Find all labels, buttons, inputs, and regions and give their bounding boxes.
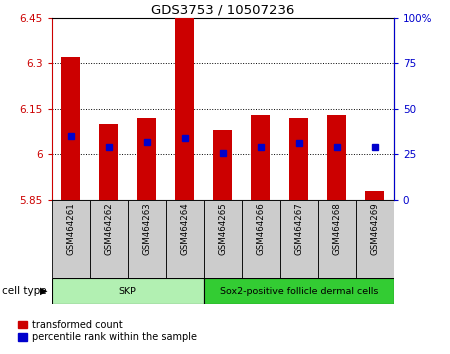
Bar xyxy=(52,200,90,278)
Text: cell type: cell type xyxy=(2,286,47,296)
Title: GDS3753 / 10507236: GDS3753 / 10507236 xyxy=(151,4,294,17)
Text: GSM464264: GSM464264 xyxy=(180,202,189,255)
Bar xyxy=(318,200,356,278)
Legend: transformed count, percentile rank within the sample: transformed count, percentile rank withi… xyxy=(18,320,197,342)
Bar xyxy=(280,200,318,278)
Text: GSM464266: GSM464266 xyxy=(256,202,265,255)
Bar xyxy=(61,57,80,200)
Bar xyxy=(289,118,308,200)
Bar xyxy=(137,118,156,200)
Bar xyxy=(242,200,280,278)
Text: GSM464261: GSM464261 xyxy=(66,202,75,255)
Bar xyxy=(52,278,204,304)
Text: GSM464265: GSM464265 xyxy=(218,202,227,255)
Text: GSM464262: GSM464262 xyxy=(104,202,113,255)
Bar xyxy=(213,130,232,200)
Bar xyxy=(356,200,394,278)
Bar xyxy=(175,15,194,200)
Bar xyxy=(327,115,346,200)
Bar xyxy=(90,200,128,278)
Text: ▶: ▶ xyxy=(40,286,47,296)
Text: GSM464263: GSM464263 xyxy=(142,202,151,255)
Bar xyxy=(204,200,242,278)
Bar xyxy=(204,278,394,304)
Bar xyxy=(166,200,204,278)
Text: Sox2-positive follicle dermal cells: Sox2-positive follicle dermal cells xyxy=(220,287,378,296)
Text: GSM464267: GSM464267 xyxy=(294,202,303,255)
Bar xyxy=(365,191,384,200)
Text: GSM464269: GSM464269 xyxy=(370,202,379,255)
Bar xyxy=(251,115,270,200)
Text: SKP: SKP xyxy=(119,287,137,296)
Bar xyxy=(128,200,166,278)
Text: GSM464268: GSM464268 xyxy=(332,202,341,255)
Bar xyxy=(99,124,118,200)
